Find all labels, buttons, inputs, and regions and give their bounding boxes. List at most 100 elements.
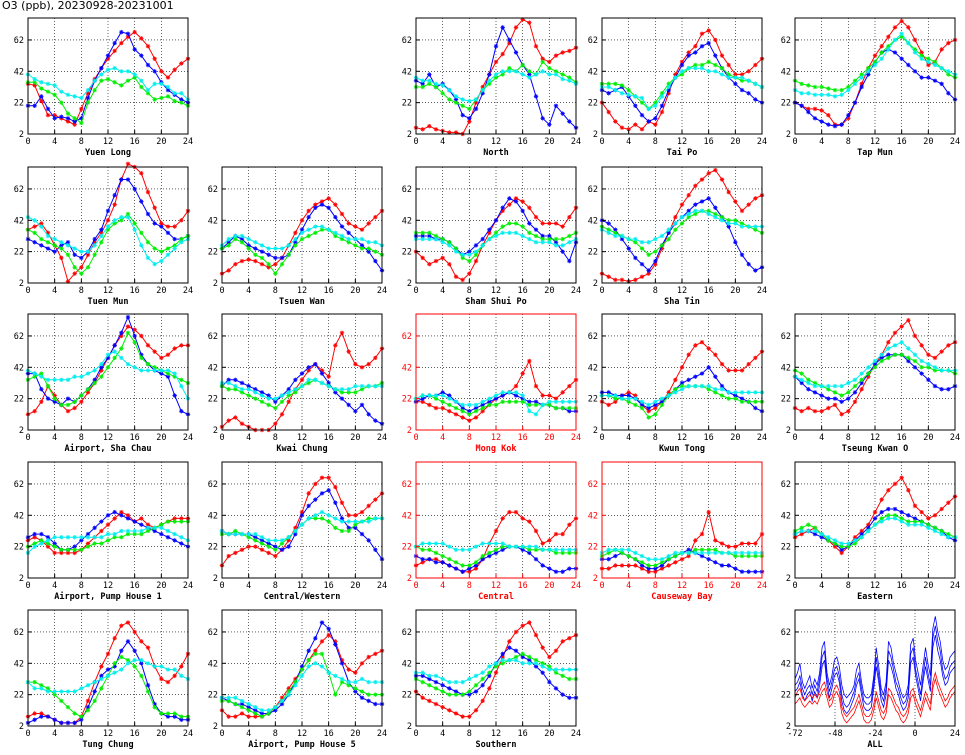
station-label-sha-tin: Sha Tin [664,296,700,307]
data-point [733,221,738,226]
data-point [125,620,131,625]
data-point [886,47,891,52]
station-label-central: Central [478,592,514,602]
data-point [339,330,345,336]
data-point [659,233,665,239]
data-point [92,252,97,257]
data-point [72,689,77,694]
x-tick-label: 20 [156,729,166,739]
data-point [480,399,485,404]
x-tick-label: 8 [79,581,84,591]
data-point [353,670,358,675]
y-tick-label: 2 [593,130,598,140]
data-point [713,53,718,58]
data-point [453,94,459,99]
data-point [353,390,358,395]
data-point [52,236,57,242]
data-point [433,233,439,239]
data-point [846,87,851,93]
y-tick-label: 22 [208,248,218,258]
x-tick-label: 0 [25,729,30,739]
data-point [52,550,57,556]
data-point [946,535,951,540]
data-point [493,218,499,223]
x-tick-label: 0 [792,433,797,443]
data-point [179,383,184,389]
data-point [892,37,898,43]
data-point [467,106,472,112]
data-point [266,246,271,251]
data-point [339,396,345,401]
data-point [686,211,691,217]
data-point [112,48,117,54]
data-point [533,214,539,220]
data-point [92,679,97,685]
data-point [653,100,658,105]
data-point [613,119,618,124]
data-point [547,547,552,552]
data-point [373,651,378,657]
data-point [919,371,924,376]
data-point [806,91,811,96]
data-point [606,227,611,232]
x-tick-label: 4 [52,286,57,296]
data-point [279,698,285,704]
data-point [427,236,432,242]
data-point [52,544,57,549]
data-point [132,629,137,635]
x-tick-label: 12 [677,286,687,296]
data-point [812,84,818,90]
data-point [420,78,425,83]
data-point [333,516,338,521]
data-point [32,218,37,223]
data-point [906,488,911,493]
data-point [112,40,117,46]
data-point [159,531,164,537]
data-point [460,402,465,408]
data-point [639,553,645,559]
x-tick-label: 20 [923,137,933,147]
data-point [139,661,144,666]
data-point [105,651,111,657]
data-point [540,59,545,65]
data-point [460,103,465,108]
data-point [806,387,811,392]
data-point [453,412,459,417]
data-point [427,683,432,688]
data-point [427,81,432,87]
data-point [493,44,499,49]
data-point [560,550,565,556]
data-point [125,69,131,74]
x-tick-label: 24 [757,581,767,591]
data-point [99,374,104,379]
data-point [467,98,472,104]
data-point [45,233,51,239]
station-label-kwai-chung: Kwai Chung [276,443,327,454]
data-point [906,318,911,323]
data-point [567,547,572,552]
data-point [253,240,258,245]
data-point [253,711,258,716]
data-point [646,402,651,408]
y-tick-label: 2 [593,574,598,584]
x-tick-label: 8 [653,433,658,443]
data-point [686,53,691,58]
data-point [879,44,884,49]
data-point [733,218,738,223]
data-point [179,519,184,524]
data-point [152,221,157,226]
data-point [453,679,459,685]
data-point [507,202,512,207]
data-point [699,199,705,204]
x-tick-label: 4 [626,137,631,147]
data-point [753,355,758,361]
data-point [286,390,291,395]
data-point [333,500,338,505]
data-point [139,333,144,339]
data-point [846,408,851,414]
y-tick-label: 42 [208,659,218,669]
data-point [112,509,117,515]
x-tick-label: 16 [704,581,714,591]
